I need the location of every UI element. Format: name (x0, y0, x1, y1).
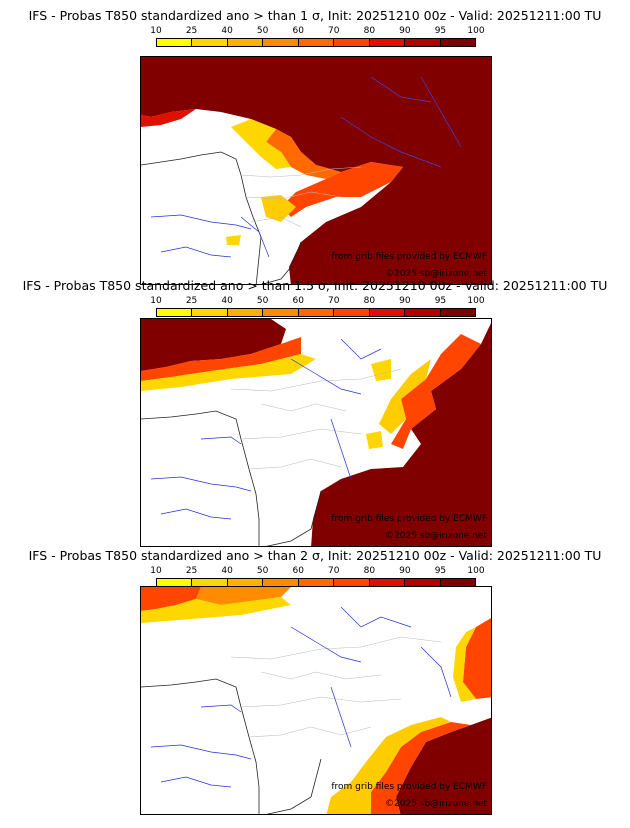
colorbar-swatch (405, 579, 441, 586)
credit-source: from grib files provided by ECMWF (331, 252, 487, 262)
credit-source: from grib files provided by ECMWF (331, 782, 487, 792)
colorbar-swatch (298, 309, 335, 316)
panel-title: IFS - Probas T850 standardized ano > tha… (22, 278, 608, 293)
colorbar-tick-label: 25 (185, 26, 198, 36)
colorbar-swatch (192, 39, 228, 46)
colorbar-tick-label: 10 (150, 26, 162, 36)
map-graphic (141, 587, 491, 814)
colorbar-swatch (263, 309, 299, 316)
colorbar-legend: 10 25 40 50 60 70 80 90 95 100 (150, 296, 485, 320)
credit-copyright: ©2025 sb@irizone.net (385, 531, 487, 541)
credit-source: from grib files provided by ECMWF (331, 514, 487, 524)
colorbar-swatch (440, 39, 475, 46)
colorbar-tick-label: 50 (256, 296, 269, 306)
colorbar-swatch (263, 579, 299, 586)
colorbar-tick-label: 70 (328, 566, 340, 576)
credit-copyright: ©2025 sb@irizone.net (385, 269, 487, 279)
map-graphic (141, 57, 491, 284)
colorbar-swatch (334, 309, 370, 316)
colorbar-legend: 10 25 40 50 60 70 80 90 95 100 (150, 26, 485, 50)
colorbar-swatch (369, 579, 406, 586)
colorbar-swatch (334, 39, 370, 46)
colorbar-swatch (369, 39, 406, 46)
colorbar-tick-label: 80 (363, 26, 376, 36)
colorbar-swatch (263, 39, 299, 46)
map-graphic (141, 319, 491, 546)
colorbar-tick-label: 95 (434, 566, 447, 576)
colorbar-swatch (440, 309, 475, 316)
colorbar-swatch (298, 39, 335, 46)
colorbar-tick-label: 40 (221, 566, 233, 576)
colorbar-swatch (157, 39, 193, 46)
colorbar-tick-label: 100 (467, 566, 485, 576)
colorbar-tick-label: 25 (185, 566, 198, 576)
colorbar-ticks: 10 25 40 50 60 70 80 90 95 100 (150, 26, 484, 38)
map-panel-1: IFS - Probas T850 standardized ano > tha… (0, 8, 630, 285)
colorbar-tick-label: 60 (292, 26, 304, 36)
colorbar-swatch (405, 309, 441, 316)
panel-title: IFS - Probas T850 standardized ano > tha… (28, 8, 602, 23)
colorbar-tick-label: 40 (221, 296, 233, 306)
colorbar-tick-label: 90 (399, 26, 411, 36)
colorbar-tick-label: 10 (150, 296, 162, 306)
colorbar-swatch (192, 309, 228, 316)
colorbar-ticks: 10 25 40 50 60 70 80 90 95 100 (150, 296, 484, 308)
colorbar-tick-label: 50 (256, 566, 269, 576)
colorbar-tick-label: 60 (292, 566, 304, 576)
credit-copyright: ©2025 sb@irizone.net (385, 799, 487, 809)
colorbar-swatch (440, 579, 475, 586)
forecast-map: from grib files provided by ECMWF ©2025 … (140, 586, 492, 815)
colorbar-tick-label: 50 (256, 26, 269, 36)
colorbar-tick-label: 90 (399, 296, 411, 306)
colorbar-tick-label: 90 (399, 566, 411, 576)
colorbar-tick-label: 70 (328, 26, 340, 36)
map-panel-3: IFS - Probas T850 standardized ano > tha… (0, 548, 630, 820)
colorbar-ticks: 10 25 40 50 60 70 80 90 95 100 (150, 566, 484, 578)
map-panel-2: IFS - Probas T850 standardized ano > tha… (0, 278, 630, 550)
colorbar-tick-label: 100 (467, 296, 485, 306)
colorbar-tick-label: 10 (150, 566, 162, 576)
forecast-map: from grib files provided by ECMWF ©2025 … (140, 318, 492, 547)
colorbar (156, 308, 476, 317)
colorbar-tick-label: 95 (434, 296, 447, 306)
colorbar-swatch (405, 39, 441, 46)
colorbar-tick-label: 60 (292, 296, 304, 306)
colorbar-swatch (227, 579, 264, 586)
colorbar-tick-label: 100 (467, 26, 485, 36)
colorbar-tick-label: 80 (363, 296, 376, 306)
colorbar-swatch (227, 39, 264, 46)
colorbar-tick-label: 95 (434, 26, 447, 36)
colorbar-tick-label: 70 (328, 296, 340, 306)
panel-title: IFS - Probas T850 standardized ano > tha… (28, 548, 602, 563)
colorbar-swatch (369, 309, 406, 316)
colorbar-tick-label: 80 (363, 566, 376, 576)
colorbar-swatch (334, 579, 370, 586)
colorbar-tick-label: 40 (221, 26, 233, 36)
colorbar-tick-label: 25 (185, 296, 198, 306)
forecast-map: from grib files provided by ECMWF ©2025 … (140, 56, 492, 285)
colorbar-swatch (157, 309, 193, 316)
colorbar-swatch (192, 579, 228, 586)
colorbar (156, 38, 476, 47)
colorbar-swatch (157, 579, 193, 586)
colorbar-swatch (227, 309, 264, 316)
colorbar-swatch (298, 579, 335, 586)
